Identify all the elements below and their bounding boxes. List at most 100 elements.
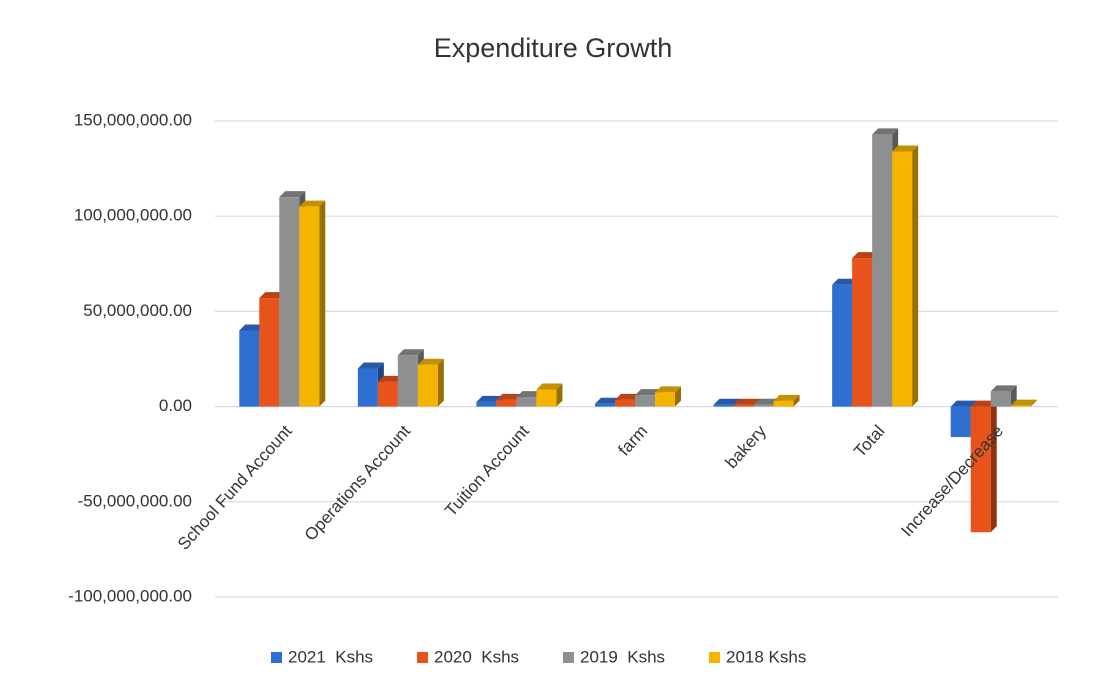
bar — [773, 394, 800, 407]
bar-front — [713, 404, 734, 407]
y-tick-label: -100,000,000.00 — [68, 586, 192, 605]
bar-front — [615, 399, 635, 407]
bar-top — [595, 397, 621, 404]
bar-front — [852, 258, 873, 407]
x-tick-label: bakery — [722, 421, 771, 472]
bar-front — [950, 406, 971, 438]
grid — [215, 120, 1058, 598]
bar-top — [615, 393, 641, 400]
bar-group — [476, 383, 563, 407]
bar-top — [476, 395, 503, 402]
bar — [536, 383, 563, 407]
legend-swatch — [563, 652, 574, 663]
y-tick-label: 100,000,000.00 — [74, 206, 192, 225]
bar-top — [496, 393, 523, 400]
bar-top — [852, 252, 879, 259]
x-tick-label: Operations Account — [301, 421, 415, 544]
legend-swatch — [417, 652, 428, 663]
bar — [299, 200, 326, 407]
legend-swatch — [709, 652, 720, 663]
bar-front — [377, 381, 398, 407]
bar-front — [832, 284, 853, 407]
bar-top — [773, 394, 800, 401]
bar — [990, 385, 1017, 407]
y-tick-label: -50,000,000.00 — [78, 491, 192, 510]
bar-front — [753, 404, 774, 407]
bar-front — [239, 330, 260, 407]
bar-top — [377, 375, 404, 382]
bar-top — [872, 128, 899, 135]
legend-label: 2019 Kshs — [580, 647, 665, 666]
bar-top — [733, 398, 760, 405]
bar-front — [1010, 405, 1031, 407]
bar-group — [713, 394, 800, 407]
bar-top — [892, 145, 919, 152]
bar-front — [516, 397, 537, 407]
bar-front — [655, 392, 675, 407]
bar-front — [357, 368, 378, 407]
bar-front — [970, 406, 991, 533]
bar-front — [299, 206, 320, 407]
bar-front — [476, 401, 497, 407]
x-tick-label: farm — [614, 422, 651, 460]
bar — [655, 386, 681, 407]
bar-top — [516, 391, 543, 398]
bar-top — [536, 383, 563, 390]
legend-swatch — [271, 652, 282, 663]
chart-title: Expenditure Growth — [434, 33, 673, 63]
legend-label: 2018 Kshs — [726, 647, 806, 666]
bar-top — [279, 191, 306, 198]
y-tick-label: 0.00 — [159, 396, 192, 415]
bar-top — [655, 386, 681, 393]
x-tick-label: School Fund Account — [174, 421, 296, 553]
bar-group — [832, 128, 919, 407]
bar-top — [990, 385, 1017, 392]
bar-top — [950, 400, 977, 407]
bar-top — [259, 292, 286, 299]
y-tick-label: 50,000,000.00 — [83, 301, 192, 320]
bar-front — [397, 355, 418, 407]
bar-side — [990, 400, 997, 533]
y-tick-label: 150,000,000.00 — [74, 110, 192, 129]
bar-front — [990, 391, 1011, 407]
legend-label: 2020 Kshs — [434, 647, 519, 666]
bar-side — [319, 200, 326, 407]
bar-front — [872, 134, 893, 407]
legend-label: 2021 Kshs — [288, 647, 373, 666]
bar-group — [357, 349, 444, 407]
bar-front — [892, 151, 913, 407]
bar-group — [950, 385, 1037, 533]
bar-top — [239, 324, 266, 331]
bar — [892, 145, 919, 407]
bar-front — [417, 364, 438, 407]
bar-side — [556, 383, 563, 407]
bar-group — [239, 191, 326, 407]
bar-top — [299, 200, 326, 207]
bar-top — [397, 349, 424, 356]
bar-front — [536, 389, 557, 407]
x-tick-label: Tuition Account — [441, 421, 533, 520]
bar-front — [595, 403, 615, 407]
bar-top — [832, 278, 859, 285]
bar — [970, 400, 997, 533]
bar-top — [357, 362, 384, 369]
bar-top — [970, 400, 997, 407]
bar-side — [1030, 399, 1037, 407]
bar-group — [595, 386, 681, 407]
bar-top — [635, 389, 661, 396]
bar — [1010, 399, 1037, 407]
bar-top — [1010, 399, 1037, 406]
bar-top — [713, 398, 740, 405]
bar-front — [635, 395, 655, 407]
x-tick-label: Total — [850, 422, 888, 461]
bar-front — [496, 399, 517, 407]
bar-front — [279, 197, 300, 407]
bar-top — [753, 398, 780, 405]
bar-front — [773, 400, 794, 407]
bar — [417, 358, 444, 407]
bar-front — [259, 298, 280, 407]
bar-side — [437, 358, 444, 407]
bar-front — [733, 404, 754, 407]
bar-side — [675, 386, 681, 407]
